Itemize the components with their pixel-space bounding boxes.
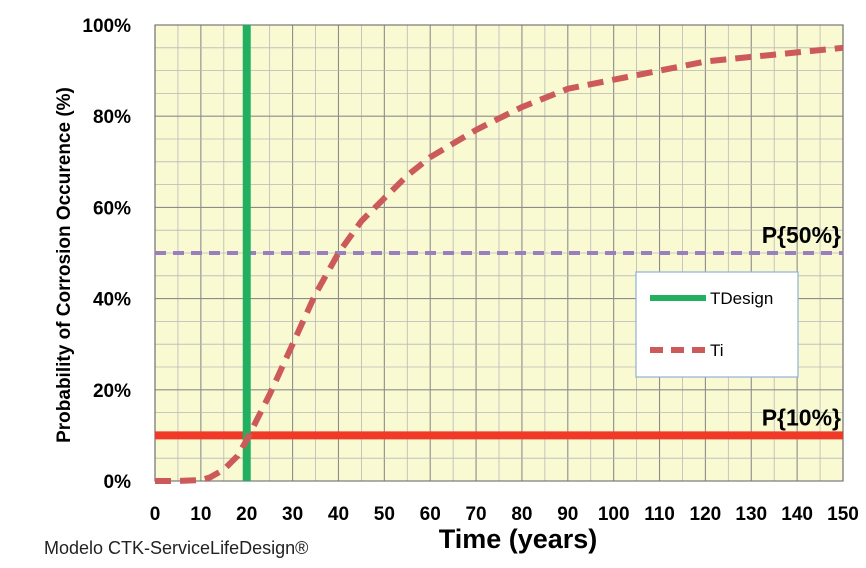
x-tick-label: 130	[735, 504, 767, 525]
x-tick-label: 100	[598, 504, 630, 525]
x-tick-label: 20	[236, 504, 257, 525]
series-ti-curve	[155, 44, 844, 484]
x-tick-label: 70	[465, 504, 486, 525]
x-tick-label: 140	[781, 504, 813, 525]
y-tick-label: 20%	[93, 381, 131, 402]
y-tick-label: 100%	[82, 16, 131, 37]
x-tick-label: 10	[190, 504, 211, 525]
legend: TDesign Ti	[635, 271, 799, 378]
y-axis-title: Probability of Corrosion Occurence (%)	[54, 87, 75, 443]
y-tick-label: 40%	[93, 290, 131, 311]
x-tick-label: 50	[374, 504, 395, 525]
y-tick-labels: 0% 20% 40% 60% 80% 100%	[82, 16, 131, 493]
reference-lines: P{50%} P{10%}	[155, 222, 843, 440]
x-tick-label: 30	[282, 504, 303, 525]
reference-label-p10: P{10%}	[762, 404, 841, 430]
x-tick-label: 40	[328, 504, 349, 525]
reference-label-p50: P{50%}	[762, 222, 841, 248]
y-tick-label: 0%	[104, 472, 132, 493]
legend-box	[635, 271, 799, 378]
y-tick-label: 60%	[93, 198, 131, 219]
legend-label-tdesign: TDesign	[710, 289, 773, 308]
x-axis-title: Time (years)	[439, 524, 598, 554]
x-tick-label: 60	[420, 504, 441, 525]
data-series	[155, 25, 844, 484]
x-tick-label: 80	[511, 504, 532, 525]
x-tick-label: 90	[557, 504, 578, 525]
model-credit-note: Modelo CTK-ServiceLifeDesign®	[44, 538, 309, 558]
x-tick-label: 120	[690, 504, 722, 525]
x-tick-label: 110	[644, 504, 675, 525]
x-tick-label: 0	[150, 504, 161, 525]
y-tick-label: 80%	[93, 107, 131, 128]
legend-label-ti: Ti	[710, 341, 724, 360]
x-tick-labels: 0 10 20 30 40 50 60 70 80 90 100 110 120 130 140 150	[150, 504, 859, 525]
x-tick-label: 150	[827, 504, 859, 525]
